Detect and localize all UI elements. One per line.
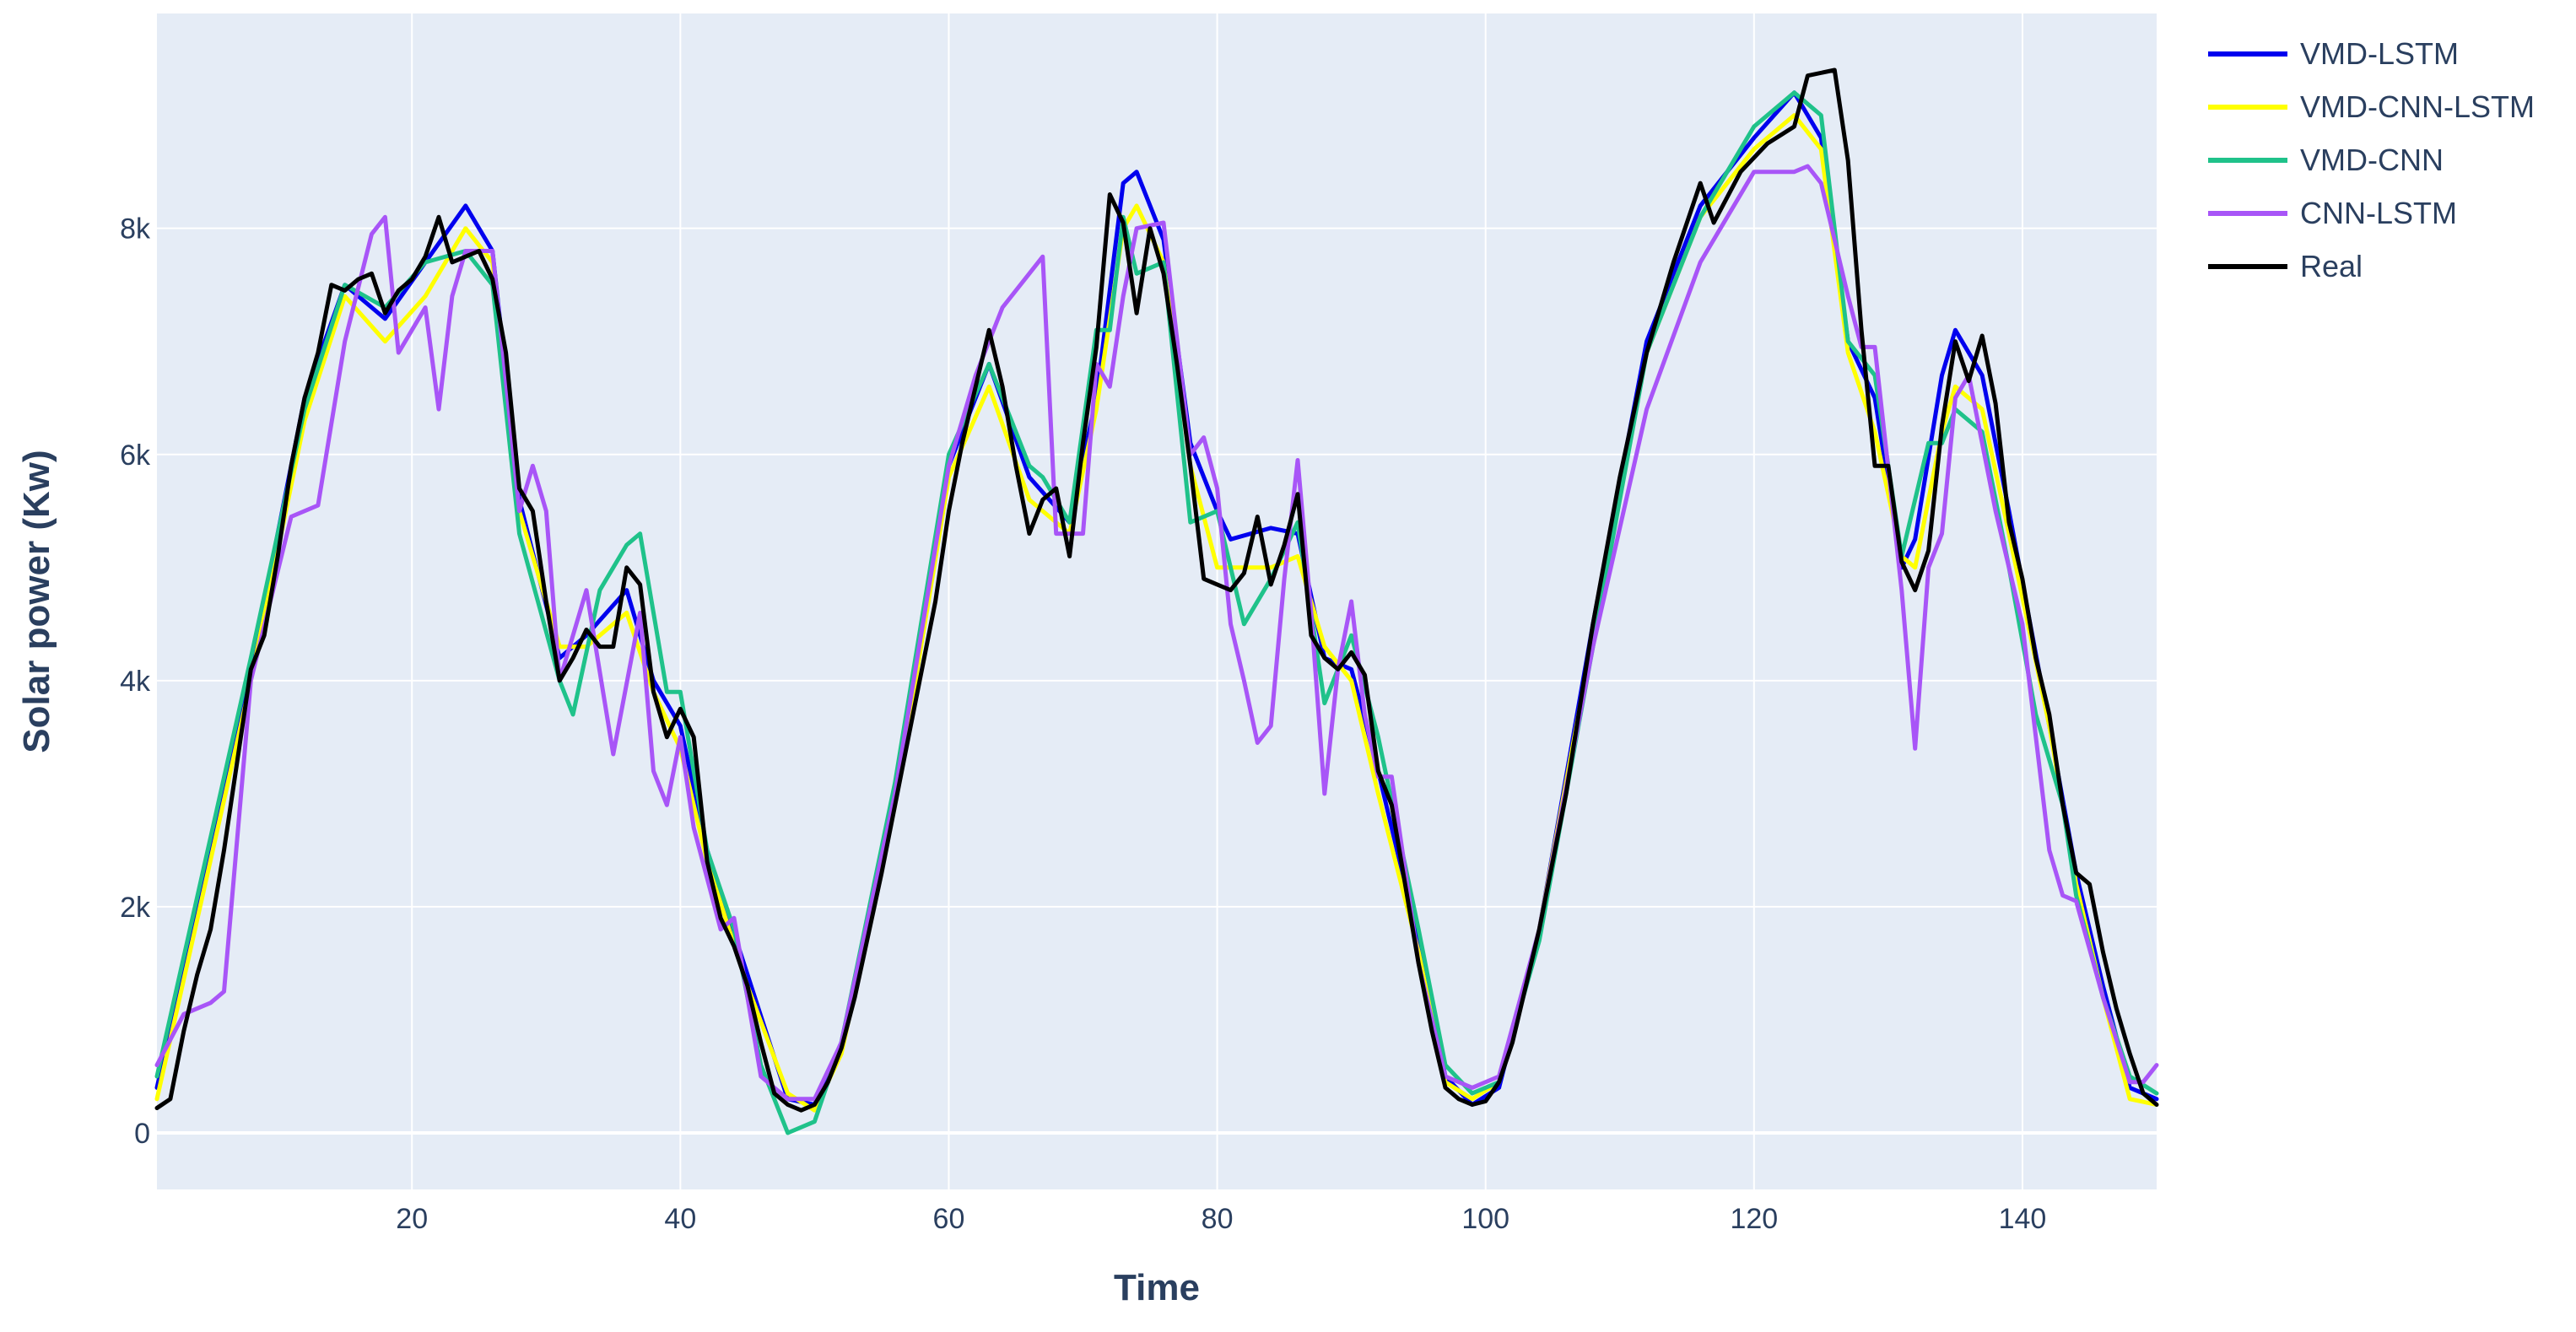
series-lines bbox=[154, 67, 2159, 1135]
x-tick-label: 20 bbox=[396, 1203, 428, 1235]
legend-label: VMD-LSTM bbox=[2300, 36, 2459, 71]
plot-background bbox=[157, 13, 2157, 1189]
series-line-real bbox=[154, 67, 2159, 1113]
y-tick-label: 4k bbox=[120, 666, 151, 698]
x-tick-label: 80 bbox=[1202, 1203, 1234, 1235]
y-axis-title: Solar power (Kw) bbox=[16, 450, 57, 752]
x-tick-label: 140 bbox=[1999, 1203, 2047, 1235]
x-tick-label: 120 bbox=[1730, 1203, 1778, 1235]
legend-label: VMD-CNN bbox=[2300, 143, 2444, 177]
y-tick-label: 2k bbox=[120, 892, 151, 924]
y-tick-label: 0 bbox=[134, 1118, 150, 1150]
x-axis-ticks: 20 40 60 80 100 120 140 bbox=[396, 1203, 2046, 1235]
x-axis-title: Time bbox=[1114, 1267, 1200, 1308]
legend-label: CNN-LSTM bbox=[2300, 196, 2457, 230]
legend-label: Real bbox=[2300, 249, 2363, 283]
legend-item-vmd-cnn-lstm[interactable]: VMD-CNN-LSTM bbox=[2208, 89, 2535, 124]
series-line-vmd-cnn bbox=[154, 90, 2159, 1135]
legend-item-vmd-cnn[interactable]: VMD-CNN bbox=[2208, 143, 2444, 177]
y-tick-label: 6k bbox=[120, 440, 151, 472]
legend: VMD-LSTM VMD-CNN-LSTM VMD-CNN CNN-LSTM Real bbox=[2208, 36, 2535, 283]
x-tick-label: 40 bbox=[664, 1203, 696, 1235]
legend-item-real[interactable]: Real bbox=[2208, 249, 2363, 283]
gridlines bbox=[157, 13, 2157, 1189]
legend-item-vmd-lstm[interactable]: VMD-LSTM bbox=[2208, 36, 2459, 71]
legend-label: VMD-CNN-LSTM bbox=[2300, 89, 2535, 124]
legend-item-cnn-lstm[interactable]: CNN-LSTM bbox=[2208, 196, 2457, 230]
x-tick-label: 100 bbox=[1461, 1203, 1509, 1235]
x-tick-label: 60 bbox=[933, 1203, 965, 1235]
y-tick-label: 8k bbox=[120, 213, 151, 245]
y-axis-ticks: 0 2k 4k 6k 8k bbox=[120, 213, 151, 1150]
